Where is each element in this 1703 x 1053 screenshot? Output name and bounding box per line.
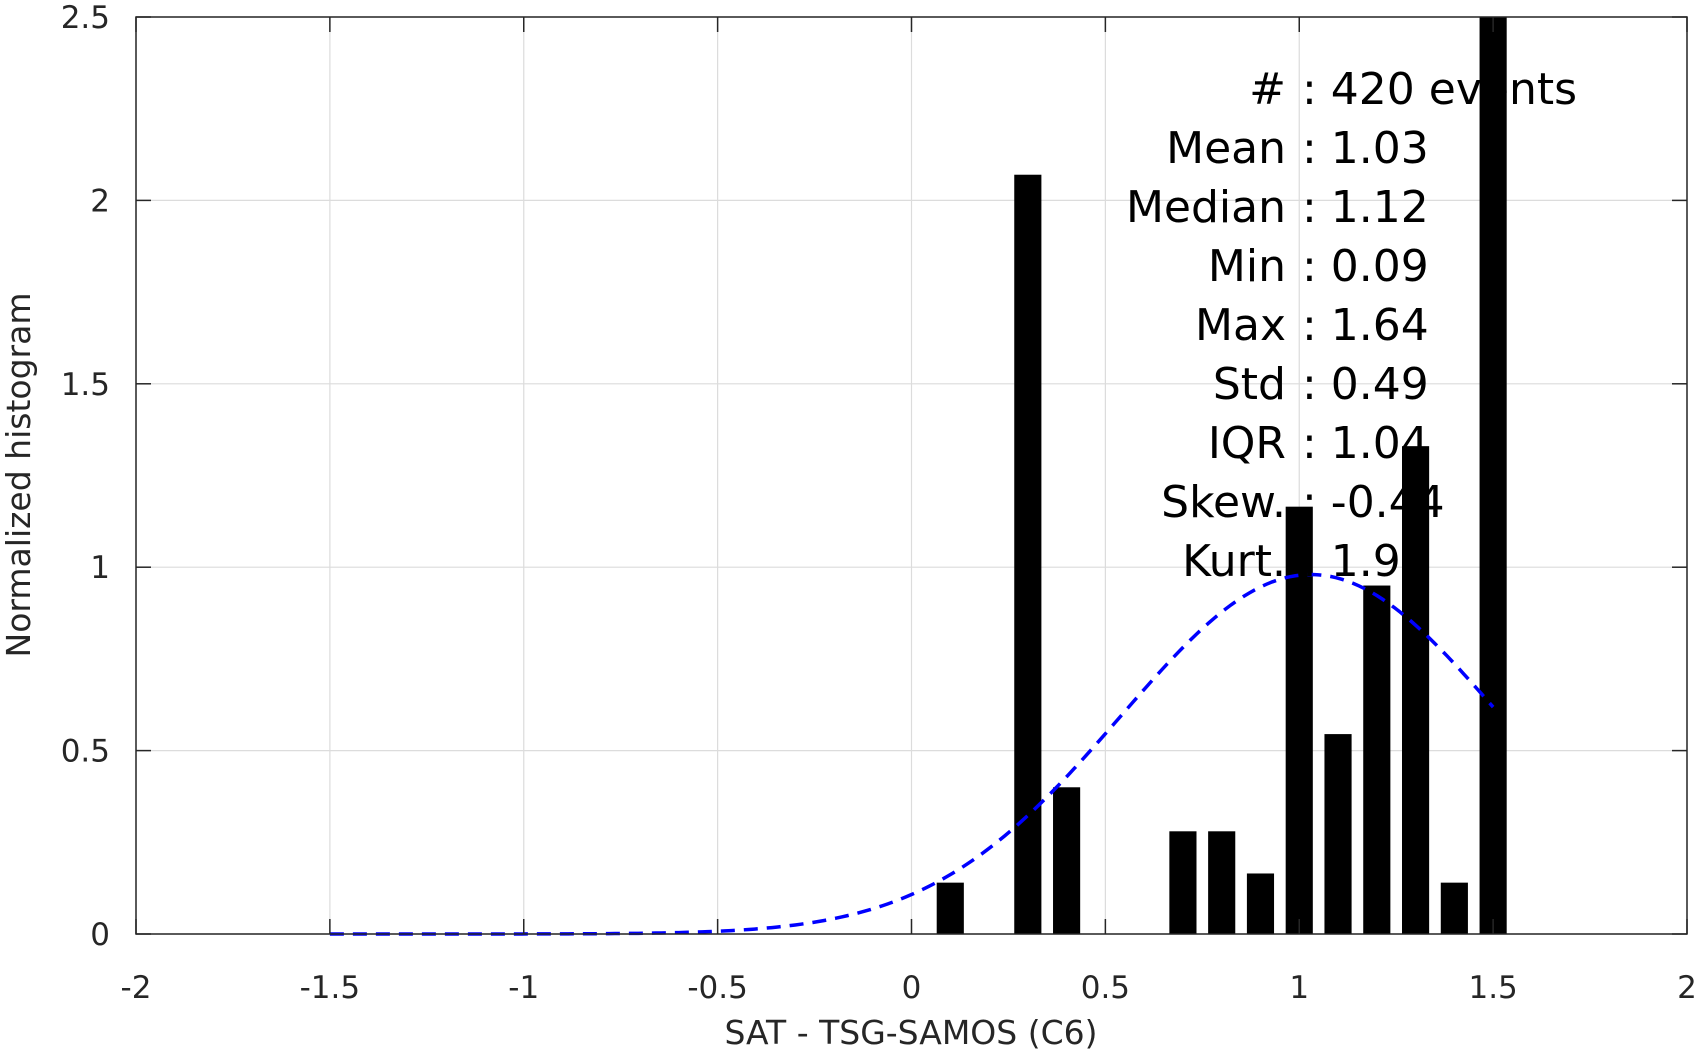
- stat-value: : 1.04: [1302, 418, 1429, 469]
- bars: [936, 17, 1507, 934]
- stats-annotation: # : 420 events Mean : 1.03 Median : 1.12 Min : …: [1126, 64, 1577, 587]
- stat-label: IQR: [1208, 418, 1286, 469]
- stat-value: : 1.12: [1302, 182, 1429, 233]
- stat-label: Mean: [1166, 123, 1286, 174]
- y-tick-label: 1.5: [61, 367, 110, 403]
- stat-value: : 1.90: [1302, 536, 1429, 587]
- y-axis-title: Normalized histogram: [0, 293, 38, 658]
- x-tick-label: -1.5: [300, 970, 361, 1006]
- x-axis-title: SAT - TSG-SAMOS (C6): [724, 1013, 1097, 1052]
- histogram-bar: [936, 882, 964, 934]
- y-tick-label: 0.5: [61, 734, 110, 770]
- y-tick-label: 2.5: [61, 0, 110, 36]
- x-tick-label: -2: [121, 970, 152, 1006]
- x-tick-label: 1: [1289, 970, 1309, 1006]
- x-tick-label: 0.5: [1081, 970, 1130, 1006]
- stat-label: Skew.: [1161, 477, 1286, 528]
- stat-value: : 0.09: [1302, 241, 1429, 292]
- stat-value: : 420 events: [1302, 64, 1577, 115]
- histogram-bar: [1208, 831, 1236, 934]
- histogram-bar: [1246, 873, 1275, 934]
- stat-label: Max: [1195, 300, 1286, 351]
- histogram-bar: [1479, 17, 1507, 934]
- histogram-bar: [1402, 446, 1430, 934]
- x-tick-label: 2: [1677, 970, 1697, 1006]
- histogram-bar: [1363, 585, 1391, 934]
- y-tick-label: 1: [90, 550, 110, 586]
- stat-value: : -0.44: [1302, 477, 1445, 528]
- tick-labels: -2 -1.5 -1 -0.5 0 0.5 1 1.5 2 0 0.5 1 1.5 2 2.5: [61, 0, 1697, 1006]
- x-tick-label: -1: [508, 970, 539, 1006]
- stat-label: #: [1249, 64, 1286, 115]
- stat-label: Median: [1126, 182, 1286, 233]
- histogram-bar: [1324, 734, 1352, 934]
- x-tick-label: 0: [902, 970, 922, 1006]
- histogram-bar: [1014, 174, 1042, 934]
- stat-label: Std: [1213, 359, 1286, 410]
- stat-value: : 1.64: [1302, 300, 1429, 351]
- stat-value: : 1.03: [1302, 123, 1429, 174]
- ticks: [135, 16, 1688, 935]
- stat-label: Kurt.: [1182, 536, 1286, 587]
- stat-label: Min: [1208, 241, 1286, 292]
- histogram-bar: [1440, 882, 1468, 934]
- x-tick-label: -0.5: [687, 970, 748, 1006]
- y-tick-label: 0: [90, 917, 110, 953]
- histogram-bar: [1169, 831, 1197, 934]
- histogram-bar: [1053, 787, 1081, 934]
- y-tick-label: 2: [90, 183, 110, 219]
- stat-value: : 0.49: [1302, 359, 1429, 410]
- x-tick-label: 1.5: [1468, 970, 1517, 1006]
